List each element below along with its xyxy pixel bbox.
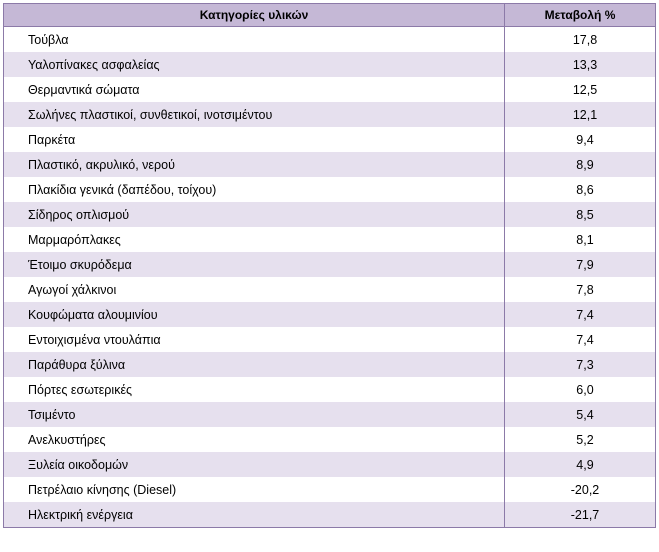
category-cell: Εντοιχισμένα ντουλάπια <box>3 327 505 352</box>
table-row: Έτοιμο σκυρόδεμα 7,9 <box>3 252 656 277</box>
category-cell: Ανελκυστήρες <box>3 427 505 452</box>
change-cell: 8,1 <box>504 227 656 252</box>
table-row: Θερμαντικά σώματα 12,5 <box>3 77 656 102</box>
category-cell: Έτοιμο σκυρόδεμα <box>3 252 505 277</box>
change-cell: -20,2 <box>504 477 656 502</box>
change-cell: 5,2 <box>504 427 656 452</box>
table-row: Ηλεκτρική ενέργεια -21,7 <box>3 502 656 528</box>
category-cell: Αγωγοί χάλκινοι <box>3 277 505 302</box>
table-row: Μαρμαρόπλακες 8,1 <box>3 227 656 252</box>
change-cell: 12,1 <box>504 102 656 127</box>
category-cell: Ξυλεία οικοδομών <box>3 452 505 477</box>
materials-price-change-table: Κατηγορίες υλικών Μεταβολή % Τούβλα 17,8 … <box>3 3 656 528</box>
change-cell: 7,4 <box>504 302 656 327</box>
table-row: Τούβλα 17,8 <box>3 26 656 52</box>
category-cell: Παράθυρα ξύλινα <box>3 352 505 377</box>
table-body: Τούβλα 17,8 Υαλοπίνακες ασφαλείας 13,3 Θερ… <box>3 26 656 528</box>
table-row: Εντοιχισμένα ντουλάπια 7,4 <box>3 327 656 352</box>
category-cell: Σίδηρος οπλισμού <box>3 202 505 227</box>
change-cell: 7,4 <box>504 327 656 352</box>
table-header-row: Κατηγορίες υλικών Μεταβολή % <box>3 3 656 27</box>
category-cell: Τσιμέντο <box>3 402 505 427</box>
table-row: Πόρτες εσωτερικές 6,0 <box>3 377 656 402</box>
materials-table-container: Κατηγορίες υλικών Μεταβολή % Τούβλα 17,8 … <box>3 3 656 528</box>
category-cell: Πλακίδια γενικά (δαπέδου, τοίχου) <box>3 177 505 202</box>
change-cell: -21,7 <box>504 502 656 528</box>
header-category: Κατηγορίες υλικών <box>3 3 505 27</box>
header-change: Μεταβολή % <box>504 3 656 27</box>
table-row: Πλαστικό, ακρυλικό, νερού 8,9 <box>3 152 656 177</box>
category-cell: Πόρτες εσωτερικές <box>3 377 505 402</box>
change-cell: 13,3 <box>504 52 656 77</box>
table-row: Σίδηρος οπλισμού 8,5 <box>3 202 656 227</box>
table-row: Σωλήνες πλαστικοί, συνθετικοί, ινοτσιμέν… <box>3 102 656 127</box>
change-cell: 9,4 <box>504 127 656 152</box>
change-cell: 6,0 <box>504 377 656 402</box>
table-row: Υαλοπίνακες ασφαλείας 13,3 <box>3 52 656 77</box>
category-cell: Θερμαντικά σώματα <box>3 77 505 102</box>
table-row: Ξυλεία οικοδομών 4,9 <box>3 452 656 477</box>
table-row: Κουφώματα αλουμινίου 7,4 <box>3 302 656 327</box>
change-cell: 5,4 <box>504 402 656 427</box>
table-row: Παράθυρα ξύλινα 7,3 <box>3 352 656 377</box>
change-cell: 4,9 <box>504 452 656 477</box>
change-cell: 8,6 <box>504 177 656 202</box>
category-cell: Υαλοπίνακες ασφαλείας <box>3 52 505 77</box>
change-cell: 17,8 <box>504 26 656 52</box>
change-cell: 8,9 <box>504 152 656 177</box>
change-cell: 7,9 <box>504 252 656 277</box>
category-cell: Ηλεκτρική ενέργεια <box>3 502 505 528</box>
category-cell: Παρκέτα <box>3 127 505 152</box>
table-row: Αγωγοί χάλκινοι 7,8 <box>3 277 656 302</box>
change-cell: 8,5 <box>504 202 656 227</box>
category-cell: Πετρέλαιο κίνησης (Diesel) <box>3 477 505 502</box>
category-cell: Πλαστικό, ακρυλικό, νερού <box>3 152 505 177</box>
category-cell: Τούβλα <box>3 26 505 52</box>
table-row: Ανελκυστήρες 5,2 <box>3 427 656 452</box>
change-cell: 7,3 <box>504 352 656 377</box>
table-row: Πετρέλαιο κίνησης (Diesel) -20,2 <box>3 477 656 502</box>
change-cell: 12,5 <box>504 77 656 102</box>
table-row: Παρκέτα 9,4 <box>3 127 656 152</box>
category-cell: Μαρμαρόπλακες <box>3 227 505 252</box>
change-cell: 7,8 <box>504 277 656 302</box>
table-row: Τσιμέντο 5,4 <box>3 402 656 427</box>
table-row: Πλακίδια γενικά (δαπέδου, τοίχου) 8,6 <box>3 177 656 202</box>
category-cell: Κουφώματα αλουμινίου <box>3 302 505 327</box>
category-cell: Σωλήνες πλαστικοί, συνθετικοί, ινοτσιμέν… <box>3 102 505 127</box>
